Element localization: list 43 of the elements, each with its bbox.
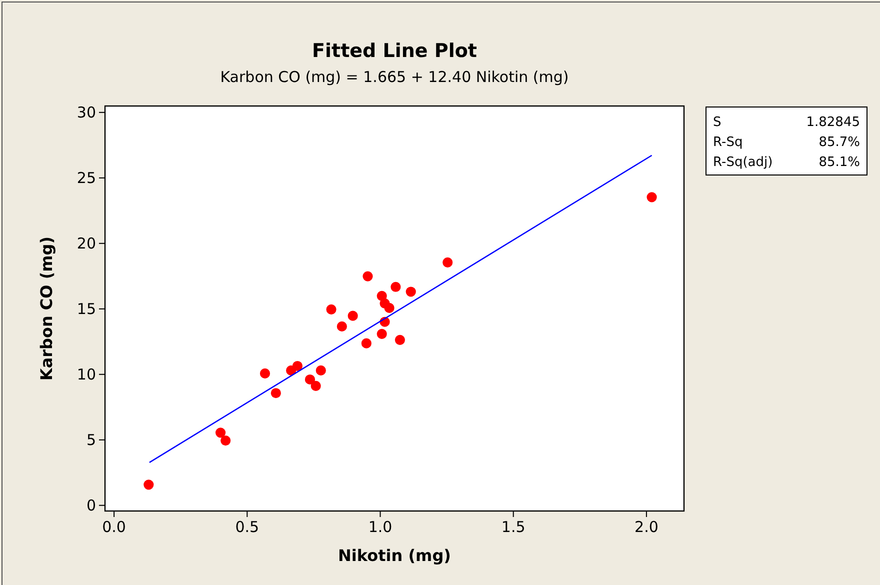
- point: [260, 368, 270, 379]
- point: [270, 388, 281, 398]
- y-axis-title: Karbon CO (mg): [37, 236, 56, 381]
- x-tick-label: 1.0: [368, 518, 392, 536]
- point: [442, 257, 453, 268]
- point: [326, 304, 336, 314]
- point: [646, 192, 657, 202]
- point: [362, 271, 373, 282]
- x-tick-label: 2.0: [634, 518, 658, 536]
- point: [215, 428, 226, 438]
- point: [394, 334, 406, 345]
- y-tick-label: 30: [76, 103, 96, 122]
- point: [316, 365, 326, 376]
- point: [348, 310, 358, 321]
- text: 1.82845: [806, 115, 860, 130]
- point: [336, 321, 347, 332]
- point: [384, 302, 394, 314]
- text: R-Sq: [713, 135, 743, 150]
- point: [292, 360, 303, 372]
- x-tick-label: 0.0: [102, 518, 126, 536]
- text: 85.1%: [818, 155, 860, 170]
- point: [376, 328, 387, 339]
- x-tick-label: 1.5: [501, 518, 526, 536]
- point: [220, 435, 231, 446]
- point: [304, 374, 316, 385]
- text: R-Sq(adj): [713, 155, 773, 170]
- x-axis-title: Nikotin (mg): [338, 546, 451, 565]
- text: 85.7%: [818, 135, 860, 150]
- y-tick-label: 10: [76, 365, 96, 384]
- y-tick-label: 0: [86, 496, 96, 514]
- y-tick-label: 25: [76, 168, 96, 187]
- x-tick-label: 0.5: [235, 518, 260, 536]
- point: [144, 480, 154, 490]
- chart-title: Fitted Line Plot: [312, 40, 477, 62]
- y-tick-label: 5: [86, 430, 96, 449]
- chart-subtitle: Karbon CO (mg) = 1.665 + 12.40 Nikotin (mg): [220, 68, 569, 86]
- point: [361, 338, 372, 348]
- y-tick-label: 20: [76, 234, 96, 252]
- point: [310, 380, 321, 391]
- y-tick-label: 15: [76, 300, 96, 318]
- point: [406, 286, 416, 297]
- point: [390, 282, 401, 292]
- text: S: [713, 115, 722, 130]
